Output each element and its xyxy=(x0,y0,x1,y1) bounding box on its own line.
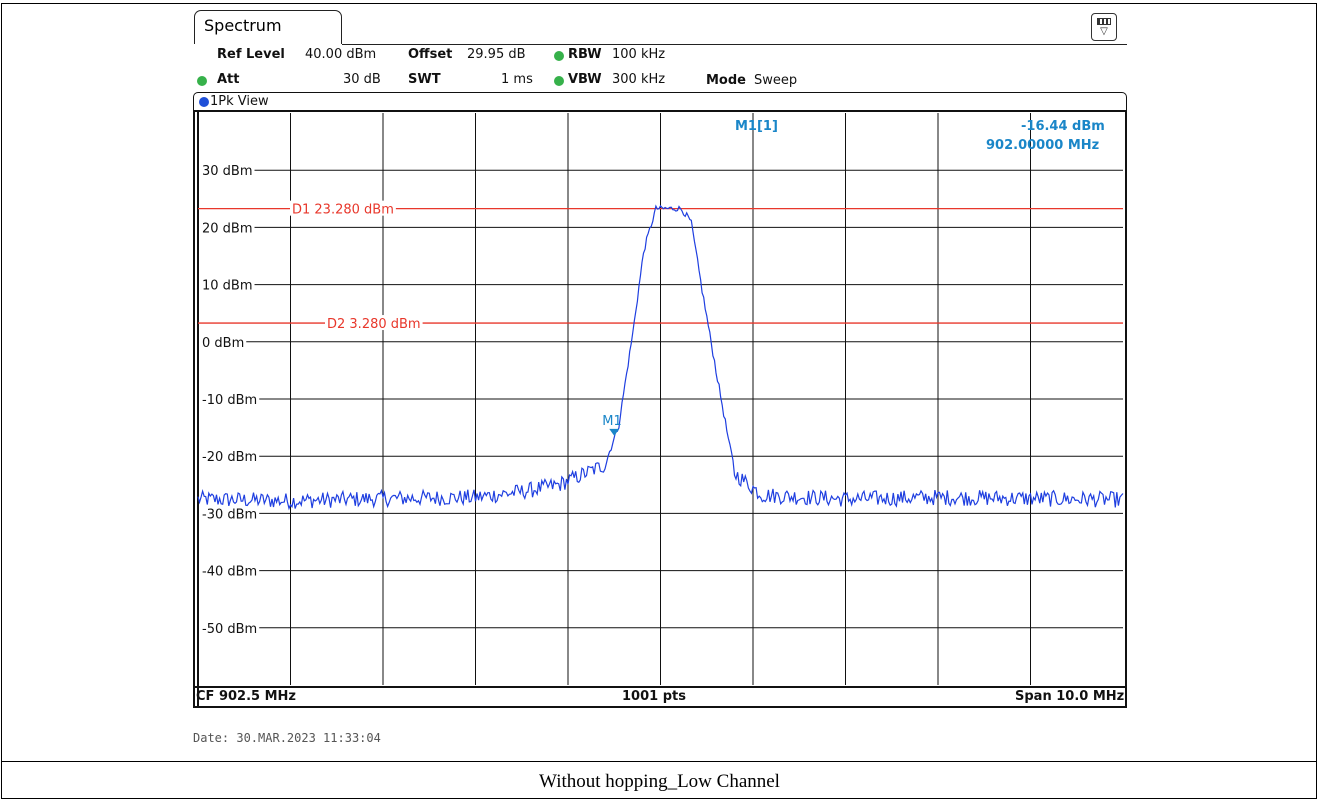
span: Span 10.0 MHz xyxy=(1015,689,1125,704)
tab-spectrum[interactable]: Spectrum xyxy=(194,10,342,44)
report-frame xyxy=(1,3,1317,799)
plot-frame xyxy=(193,110,1127,708)
trace-indicator-icon xyxy=(199,97,209,107)
swt-value: 1 ms xyxy=(501,72,533,87)
mode-label: Mode xyxy=(706,73,746,88)
ref-level-label: Ref Level xyxy=(217,47,285,62)
swt-label: SWT xyxy=(408,72,441,87)
vbw-coupled-icon xyxy=(554,76,564,86)
tick-label-bg xyxy=(199,162,255,178)
display-line-label-2: D2 3.280 dBm xyxy=(327,317,421,332)
rbw-coupled-icon xyxy=(554,51,564,61)
y-tick-label: -20 dBm xyxy=(202,450,257,465)
y-tick-label: 30 dBm xyxy=(202,164,253,179)
window-settings-icon[interactable]: ▽ xyxy=(1091,13,1117,41)
marker-name: M1[1] xyxy=(735,119,778,134)
figure-caption: Without hopping_Low Channel xyxy=(539,771,780,792)
tick-label-bg xyxy=(199,448,260,464)
mode-value: Sweep xyxy=(754,73,798,88)
y-tick-label: 10 dBm xyxy=(202,279,253,294)
tick-label-bg xyxy=(199,219,255,235)
display-line-label-1: D1 23.280 dBm xyxy=(292,203,394,218)
display-line-label-bg xyxy=(325,315,423,331)
rbw-value: 100 kHz xyxy=(612,47,666,62)
tick-label-bg xyxy=(199,333,247,349)
marker-triangle xyxy=(609,428,620,436)
capture-date: Date: 30.MAR.2023 11:33:04 xyxy=(193,731,381,745)
offset-value: 29.95 dB xyxy=(467,47,526,62)
footer-divider xyxy=(195,686,1125,688)
y-tick-label: -30 dBm xyxy=(202,507,257,522)
display-line-label-bg xyxy=(290,200,396,216)
caption-divider xyxy=(1,761,1317,762)
sweep-points: 1001 pts xyxy=(622,689,686,704)
ref-level-value: 40.00 dBm xyxy=(305,47,377,62)
vbw-value: 300 kHz xyxy=(612,72,666,87)
tick-label-bg xyxy=(199,391,260,406)
view-label: 1Pk View xyxy=(210,94,269,109)
y-tick-label: -40 dBm xyxy=(202,565,257,580)
rbw-label: RBW xyxy=(568,47,602,62)
tick-label-bg xyxy=(199,276,255,292)
vbw-label: VBW xyxy=(568,72,602,87)
y-tick-label: 0 dBm xyxy=(202,336,244,351)
marker-level: -16.44 dBm xyxy=(1021,119,1105,134)
marker-frequency: 902.00000 MHz xyxy=(986,138,1100,153)
offset-label: Offset xyxy=(408,47,453,62)
y-tick-label: -50 dBm xyxy=(202,622,257,637)
tick-label-bg xyxy=(199,562,260,578)
view-bar xyxy=(193,92,1127,111)
header-divider xyxy=(342,44,1127,45)
y-tick-label: 20 dBm xyxy=(202,221,253,236)
att-label: Att xyxy=(217,72,240,87)
att-value: 30 dB xyxy=(343,72,381,87)
tick-label-bg xyxy=(199,619,260,635)
y-tick-label: -10 dBm xyxy=(202,393,257,408)
att-coupled-icon xyxy=(197,76,207,86)
marker-label: M1 xyxy=(602,414,622,429)
tick-label-bg xyxy=(199,505,260,521)
center-frequency: CF 902.5 MHz xyxy=(196,689,296,704)
spectrum-trace xyxy=(197,204,1124,511)
